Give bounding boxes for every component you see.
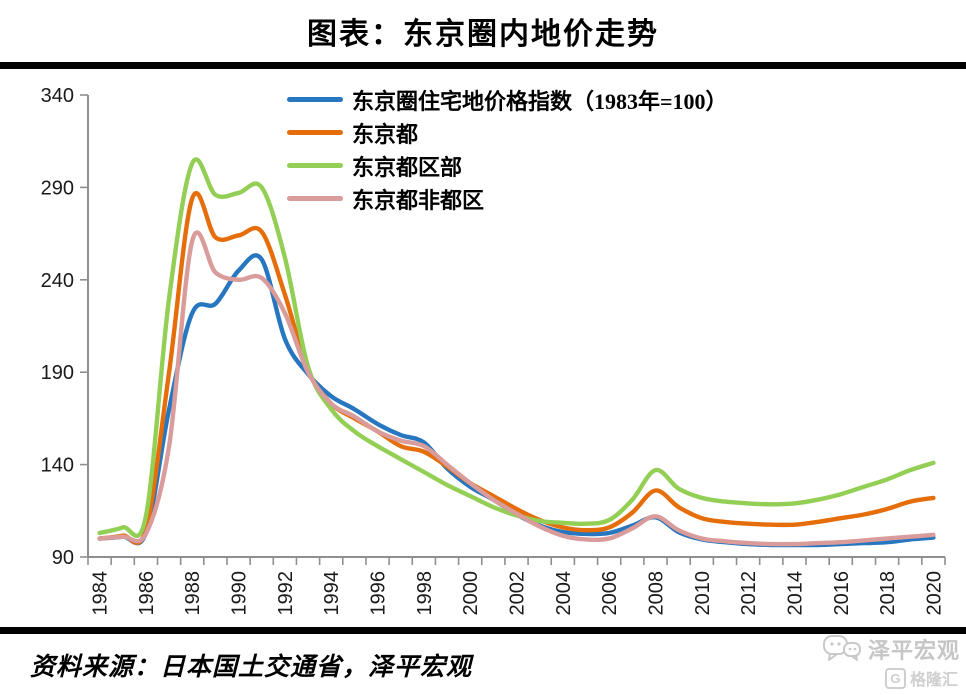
x-tick-label: 2012 — [738, 571, 760, 616]
legend-label: 东京都非都区 — [352, 187, 485, 213]
chart-legend: 东京圈住宅地价格指数（1983年=100） 东京都 东京都区部 东京都非都区 — [287, 83, 728, 215]
x-tick-label: 2002 — [507, 571, 529, 616]
x-tick-label: 1990 — [229, 571, 251, 616]
x-tick-label: 2000 — [460, 571, 482, 616]
gelonghui-icon: G — [884, 667, 906, 689]
x-tick-label: 1994 — [321, 571, 343, 616]
header: 图表：东京圈内地价走势 — [0, 0, 966, 62]
legend-item-tokyo-non-wards[interactable]: 东京都非都区 — [287, 182, 728, 215]
y-tick-label: 140 — [41, 455, 74, 477]
x-tick-label: 2008 — [645, 571, 667, 616]
x-tick-label: 1996 — [368, 571, 390, 616]
legend-item-tokyo-metropolis[interactable]: 东京都 — [287, 116, 728, 149]
x-tick-label: 1984 — [90, 571, 112, 616]
chart-area: 90 140 190 240 290 340 1984 1986 1988 1990 1992 199… — [0, 69, 966, 627]
x-tick-label: 2004 — [553, 571, 575, 616]
source-note: 资料来源：日本国土交通省，泽平宏观 — [30, 653, 473, 681]
legend-label: 东京圈住宅地价格指数（1983年=100） — [352, 88, 728, 114]
x-tick-label: 2018 — [877, 571, 899, 616]
x-tick-label: 2020 — [923, 571, 945, 616]
series-line-3 — [97, 230, 936, 547]
axes — [80, 94, 946, 565]
legend-item-tokyo-wards[interactable]: 东京都区部 — [287, 149, 728, 182]
x-axis-labels: 1984 1986 1988 1990 1992 1994 1996 1998 2000 2002… — [90, 571, 946, 616]
y-tick-label: 240 — [41, 270, 74, 292]
watermark-badge-text: 格隆汇 — [909, 672, 958, 689]
bottom-divider — [0, 627, 966, 634]
x-tick-label: 2006 — [599, 571, 621, 616]
legend-item-tokyo-area-index[interactable]: 东京圈住宅地价格指数（1983年=100） — [287, 83, 728, 116]
legend-line-pink — [287, 196, 343, 201]
page-title: 图表：东京圈内地价走势 — [307, 18, 659, 51]
top-divider — [0, 62, 966, 69]
legend-line-blue — [287, 97, 343, 102]
y-tick-label: 290 — [41, 177, 74, 199]
x-tick-label: 1998 — [414, 571, 436, 616]
wechat-icon — [822, 635, 861, 661]
y-tick-label: 340 — [41, 85, 74, 107]
watermark-badge-row: G 格隆汇 — [884, 666, 958, 690]
legend-label: 东京都区部 — [352, 154, 463, 180]
watermark-brand-row: 泽平宏观 — [822, 633, 960, 665]
legend-label: 东京都 — [352, 121, 419, 147]
footer: 资料来源：日本国土交通省，泽平宏观 泽平宏观 G 格隆汇 — [0, 634, 966, 695]
x-tick-label: 1988 — [182, 571, 204, 616]
y-tick-label: 90 — [52, 547, 74, 569]
x-tick-label: 1986 — [136, 571, 158, 616]
legend-line-orange — [287, 130, 343, 135]
y-tick-label: 190 — [41, 362, 74, 384]
x-tick-label: 2010 — [692, 571, 714, 616]
watermark-brand-text: 泽平宏观 — [867, 638, 960, 663]
watermark: 泽平宏观 G 格隆汇 — [822, 633, 960, 690]
x-tick-label: 1992 — [275, 571, 297, 616]
land-price-line-chart: 90 140 190 240 290 340 1984 1986 1988 1990 1992 199… — [41, 85, 946, 616]
y-axis-labels: 90 140 190 240 290 340 — [41, 85, 74, 569]
series-line-2 — [97, 157, 936, 538]
legend-line-green — [287, 163, 343, 168]
series-line-1 — [97, 191, 936, 546]
x-tick-label: 2014 — [784, 571, 806, 616]
x-tick-label: 2016 — [831, 571, 853, 616]
series-lines — [97, 157, 936, 548]
